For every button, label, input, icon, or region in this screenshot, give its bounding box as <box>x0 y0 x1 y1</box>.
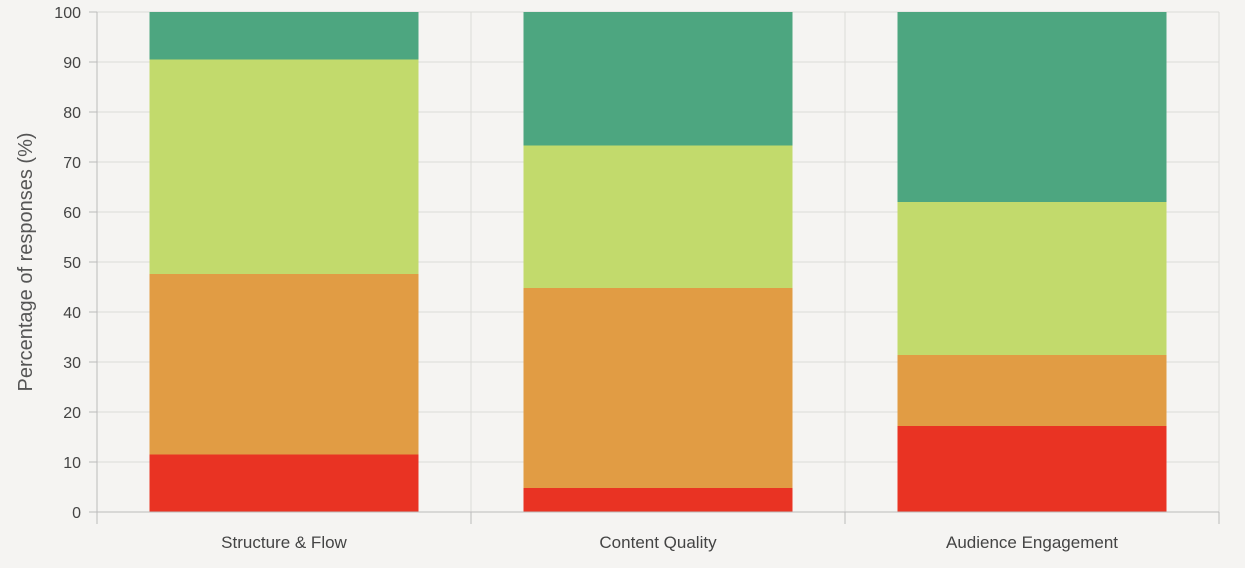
bar-segment <box>523 288 793 488</box>
y-tick-label: 60 <box>63 205 81 222</box>
bar-segment <box>149 12 419 60</box>
y-tick-label: 90 <box>63 55 81 72</box>
y-axis-title: Percentage of responses (%) <box>15 132 37 391</box>
y-tick-label: 80 <box>63 105 81 122</box>
bar-segment <box>897 355 1167 426</box>
bar-segment <box>897 426 1167 512</box>
bar-segment <box>523 488 793 512</box>
bar-segment <box>523 145 793 288</box>
bar-segment <box>523 12 793 146</box>
bar-segment <box>149 454 419 512</box>
bars <box>149 12 1167 512</box>
y-tick-label: 70 <box>63 155 81 172</box>
axes: 0 10 20 30 40 50 60 70 80 90 100 Structure & Flow Co… <box>54 5 1220 552</box>
y-tick-label: 100 <box>54 5 81 22</box>
y-tick-label: 30 <box>63 355 81 372</box>
bar-segment <box>897 202 1167 355</box>
bar-segment <box>149 59 419 274</box>
y-tick-label: 20 <box>63 405 81 422</box>
x-category-label: Structure & Flow <box>221 533 347 552</box>
y-tick-label: 50 <box>63 255 81 272</box>
y-tick-label: 10 <box>63 455 81 472</box>
x-category-label: Audience Engagement <box>946 533 1118 552</box>
bar-segment <box>149 274 419 455</box>
y-tick-label: 40 <box>63 305 81 322</box>
x-category-label: Content Quality <box>599 533 717 552</box>
y-tick-label: 0 <box>72 505 81 522</box>
bar-segment <box>897 12 1167 202</box>
